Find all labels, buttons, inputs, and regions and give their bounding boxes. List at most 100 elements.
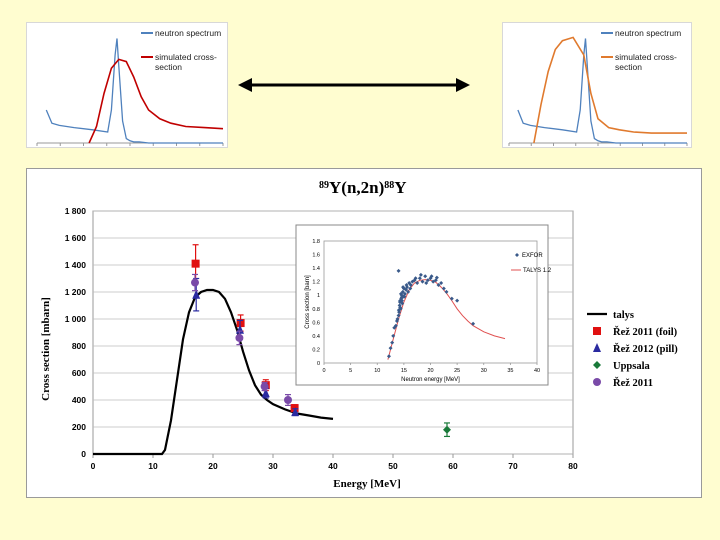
data-point-square (290, 404, 299, 413)
x-tick-label: 50 (388, 461, 398, 471)
small-plot (508, 36, 688, 146)
inset-exfor-point (413, 276, 418, 281)
inset-x-axis-label: Neutron energy [MeV] (401, 377, 460, 383)
x-tick-label: 10 (148, 461, 158, 471)
inset-exfor-point (404, 283, 409, 288)
top-right-spectrum-chart: neutron spectrum simulated cross-section (502, 22, 692, 148)
inset-exfor-point (386, 354, 391, 359)
y-tick-label: 1 400 (65, 260, 87, 270)
x-axis-label: Energy [MeV] (333, 478, 401, 490)
main-plot (93, 244, 451, 456)
legend-label: Řež 2011 (foil) (613, 326, 678, 338)
data-point-circle (284, 396, 292, 404)
inset-x-tick-label: 20 (427, 368, 433, 374)
inset-exfor-point (396, 268, 401, 273)
x-tick-label: 40 (328, 461, 338, 471)
inset-chart: 0 0.2 0.4 0.6 0.8 1 1.2 1.4 1.6 1.8 0 5 10 15 20 25 30 35… (295, 224, 552, 386)
data-point-triangle (261, 388, 270, 398)
inset-x-tick-label: 5 (349, 368, 352, 374)
main-legend: talys Řež 2011 (foil) Řež 2012 (pill) Uppsa… (587, 310, 678, 389)
y-tick-label: 200 (72, 422, 86, 432)
chart-title: 89Y(n,2n)88Y (319, 178, 407, 197)
inset-exfor-point (396, 308, 401, 313)
x-tick-label: 20 (208, 461, 218, 471)
talys-curve (93, 288, 334, 456)
inset-exfor-point (423, 274, 428, 279)
y-tick-label: 0 (81, 449, 86, 459)
inset-exfor-point (425, 278, 430, 283)
legend-diamond-swatch (593, 361, 601, 369)
y-axis-label: Cross section [mbarn] (40, 297, 52, 401)
data-point-triangle (291, 407, 300, 417)
inset-exfor-point (455, 298, 460, 303)
inset-exfor-point (393, 323, 398, 328)
double-arrow-icon (238, 78, 470, 92)
y-tick-label: 400 (72, 395, 86, 405)
inset-y-tick-label: 1.4 (312, 266, 320, 272)
y-tick-label: 600 (72, 368, 86, 378)
legend-circle-swatch (593, 378, 601, 386)
inset-exfor-point (391, 333, 396, 338)
inset-exfor-point (408, 286, 413, 291)
inset-exfor-point (444, 289, 449, 294)
x-tick-label: 70 (508, 461, 518, 471)
inset-x-tick-label: 15 (401, 368, 407, 374)
data-point-triangle (192, 289, 201, 299)
legend-square-swatch (593, 327, 601, 335)
inset-exfor-point (415, 281, 420, 286)
inset-y-tick-label: 0.6 (312, 320, 320, 326)
top-left-legend: neutron spectrum simulated cross-section (141, 28, 221, 72)
inset-exfor-point (410, 279, 415, 284)
legend-neutron-label: neutron spectrum (615, 28, 681, 38)
inset-frame (295, 224, 549, 386)
y-tick-label: 1 800 (65, 206, 87, 216)
data-point-diamond (443, 425, 451, 434)
inset-exfor-point (398, 305, 403, 310)
inset-y-tick-label: 1.6 (312, 253, 320, 259)
inset-exfor-point (431, 279, 436, 284)
y-tick-label: 1 600 (65, 233, 87, 243)
inset-exfor-point (400, 289, 405, 294)
legend-label: talys (613, 310, 634, 321)
inset-exfor-point (402, 291, 407, 296)
inset-exfor-point (399, 295, 404, 300)
inset-x-tick-label: 0 (322, 368, 325, 374)
neutron-spectrum-line (517, 38, 687, 144)
inset-exfor-point (441, 286, 446, 291)
inset-y-tick-label: 0.4 (312, 334, 320, 340)
top-left-spectrum-chart: neutron spectrum simulated cross-section (26, 22, 228, 148)
inset-exfor-point (417, 276, 422, 281)
inset-exfor-point (434, 275, 439, 280)
main-chart-svg: 89Y(n,2n)88Y Energy [MeV] Cross section … (40, 178, 678, 490)
x-tick-label: 80 (568, 461, 578, 471)
inset-exfor-point (424, 281, 429, 286)
inset-y-tick-label: 1 (317, 293, 320, 299)
inset-y-tick-label: 1.2 (312, 280, 320, 286)
inset-exfor-point (436, 283, 441, 288)
inset-exfor-point (388, 346, 393, 351)
inset-exfor-point (390, 340, 395, 345)
y-tick-label: 1 200 (65, 287, 87, 297)
inset-legend-exfor-label: EXFOR (522, 253, 543, 259)
data-point-circle (260, 382, 269, 391)
legend-simulated-label: simulated cross-section (155, 52, 217, 72)
top-left-chart-svg: neutron spectrum simulated cross-section (36, 28, 224, 146)
inset-x-tick-label: 35 (507, 368, 513, 374)
inset-x-tick-label: 40 (534, 368, 540, 374)
y-tick-label: 1 000 (65, 314, 87, 324)
inset-exfor-point (420, 279, 425, 284)
inset-exfor-point (404, 287, 409, 292)
y-tick-label: 800 (72, 341, 86, 351)
data-point-circle (235, 333, 244, 342)
inset-y-tick-label: 0.8 (312, 307, 320, 313)
inset-exfor-point (429, 274, 434, 279)
inset-exfor-point (449, 296, 454, 301)
top-right-chart-svg: neutron spectrum simulated cross-section (508, 28, 688, 146)
inset-exfor-point (401, 285, 406, 290)
inset-exfor-point (396, 313, 401, 318)
small-plot (36, 38, 224, 146)
inset-exfor-point (398, 291, 403, 296)
data-point-square (191, 259, 200, 268)
inset-y-tick-label: 0 (317, 361, 320, 367)
inset-x-tick-label: 25 (454, 368, 460, 374)
